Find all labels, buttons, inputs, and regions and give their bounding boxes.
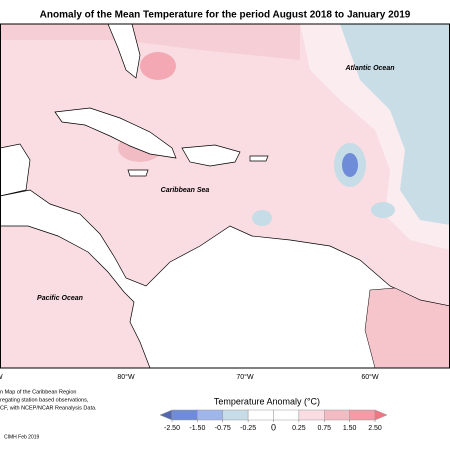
sea-label: Caribbean Sea: [161, 187, 210, 194]
legend-tick-label: 0.75: [317, 425, 331, 432]
longitude-label: 80°W: [117, 373, 135, 381]
legend-bin: [171, 409, 198, 421]
map-area: Atlantic Ocean Caribbean Sea Pacific Oce…: [0, 23, 450, 369]
footnote-line: n Map of the Caribbean Region: [0, 389, 76, 395]
legend-under: [159, 409, 173, 421]
legend-bin: [247, 409, 274, 421]
legend-bin: [349, 409, 376, 421]
legend-bin: [298, 409, 325, 421]
warm-spot: [140, 52, 176, 80]
ocean-label: Atlantic Ocean: [344, 65, 394, 72]
hispaniola: [181, 144, 241, 167]
warm-land: [364, 287, 450, 369]
yucatan: [0, 143, 31, 197]
cool-spot: [252, 210, 272, 226]
legend-tick-label: -0.75: [215, 425, 231, 432]
map-title: Anomaly of the Mean Temperature for the …: [40, 10, 411, 21]
legend-tick-label: -0.25: [240, 425, 256, 432]
legend-bin: [273, 409, 300, 421]
legend-tick-label: 2.50: [368, 425, 382, 432]
legend-over: [374, 409, 388, 421]
longitude-label: 90°W: [0, 373, 3, 381]
footnote-line: CF, with NCEP/NCAR Reanalysis Data.: [0, 405, 97, 411]
mainland: [0, 189, 450, 369]
legend: Temperature Anomaly (°C) -2.50 -1.50 -0.75…: [159, 396, 388, 432]
legend-bin: [222, 409, 249, 421]
legend-title: Temperature Anomaly (°C): [214, 396, 320, 406]
longitude-labels: 90°W 80°W 70°W 60°W: [0, 373, 379, 381]
puerto-rico: [249, 155, 269, 162]
cool-spot: [342, 153, 358, 177]
legend-tick-label: 1.50: [343, 425, 357, 432]
cool-spot: [371, 202, 395, 218]
legend-tick-label: -2.50: [164, 425, 180, 432]
jamaica: [127, 169, 149, 177]
warm-zone: [0, 24, 300, 60]
longitude-label: 60°W: [361, 373, 379, 381]
legend-tick-label: 0.25: [292, 425, 306, 432]
legend-bin: [324, 409, 350, 421]
legend-tick-label: -1.50: [189, 425, 205, 432]
footnote: n Map of the Caribbean Region regating st…: [0, 389, 97, 440]
credit: CIMH Feb 2019: [4, 434, 40, 440]
legend-bin: [197, 409, 223, 421]
cuba: [54, 107, 177, 159]
footnote-line: regating station based observations,: [0, 397, 89, 403]
longitude-label: 70°W: [236, 373, 254, 381]
cool-zone: [340, 24, 450, 225]
legend-tick-label: 0: [271, 422, 276, 432]
ocean-label: Pacific Ocean: [37, 295, 83, 302]
